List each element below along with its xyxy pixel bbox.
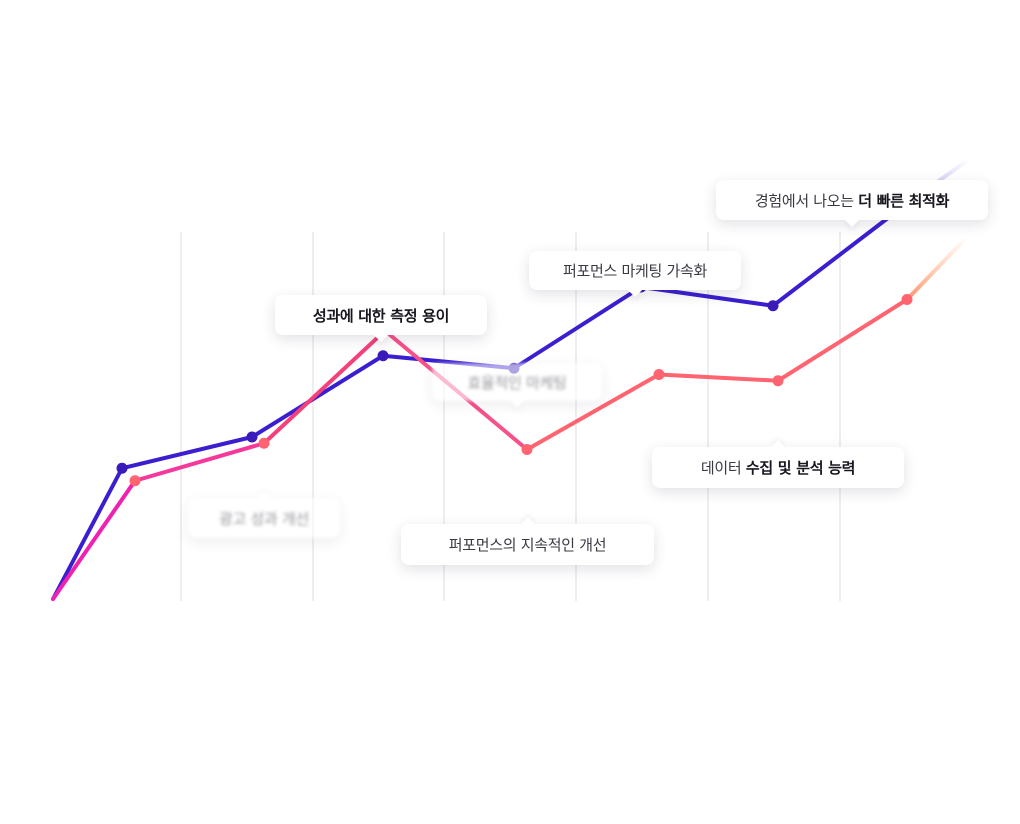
line-segment — [133, 441, 266, 483]
data-point — [901, 294, 913, 305]
data-point — [258, 437, 270, 449]
line-segment — [657, 372, 780, 383]
series-layer — [51, 158, 970, 601]
line-segment — [525, 372, 661, 452]
callout-fast-optimization: 경험에서 나오는 더 빠른 최적화 — [716, 180, 988, 220]
data-point — [767, 300, 779, 312]
data-point — [653, 369, 665, 380]
line-segment — [51, 466, 124, 601]
series-pink — [51, 234, 970, 601]
callout-efficient-marketing-text: 효율적인 마케팅 — [467, 373, 567, 392]
data-point — [377, 350, 389, 362]
series-blue — [51, 158, 970, 601]
line-tail — [905, 234, 970, 302]
line-segment — [250, 353, 385, 439]
line-segment — [776, 297, 909, 383]
line-segment — [51, 478, 137, 601]
data-point — [129, 475, 141, 487]
callout-efficient-marketing: 효율적인 마케팅 — [432, 363, 602, 401]
callout-easy-measurement-text: 성과에 대한 측정 용이 — [312, 306, 450, 325]
data-point — [521, 444, 533, 455]
line-segment — [771, 203, 906, 308]
data-point — [116, 462, 128, 474]
callout-ad-improvement-text: 광고 성과 개선 — [219, 509, 309, 528]
line-segment — [262, 328, 387, 446]
callout-marketing-acceleration: 퍼포먼스 마케팅 가속화 — [529, 251, 741, 290]
callout-continuous-improvement-text: 퍼포먼스의 지속적인 개선 — [448, 536, 607, 554]
callout-fast-optimization-bold: 더 빠른 최적화 — [858, 191, 950, 210]
line-segment — [639, 285, 775, 308]
callout-continuous-improvement: 퍼포먼스의 지속적인 개선 — [401, 524, 654, 565]
callout-data-analysis-prefix: 데이터 — [700, 459, 746, 477]
line-segment — [512, 285, 643, 371]
callout-data-analysis: 데이터 수집 및 분석 능력 — [652, 447, 904, 488]
line-segment — [120, 435, 254, 471]
data-point — [246, 431, 258, 443]
callout-data-analysis-bold: 수집 및 분석 능력 — [745, 459, 856, 477]
callout-ad-improvement: 광고 성과 개선 — [188, 498, 340, 538]
callout-marketing-acceleration-text: 퍼포먼스 마케팅 가속화 — [563, 262, 707, 280]
callout-fast-optimization-prefix: 경험에서 나오는 — [754, 191, 859, 210]
data-point — [772, 375, 784, 387]
callout-easy-measurement: 성과에 대한 측정 용이 — [275, 295, 487, 335]
